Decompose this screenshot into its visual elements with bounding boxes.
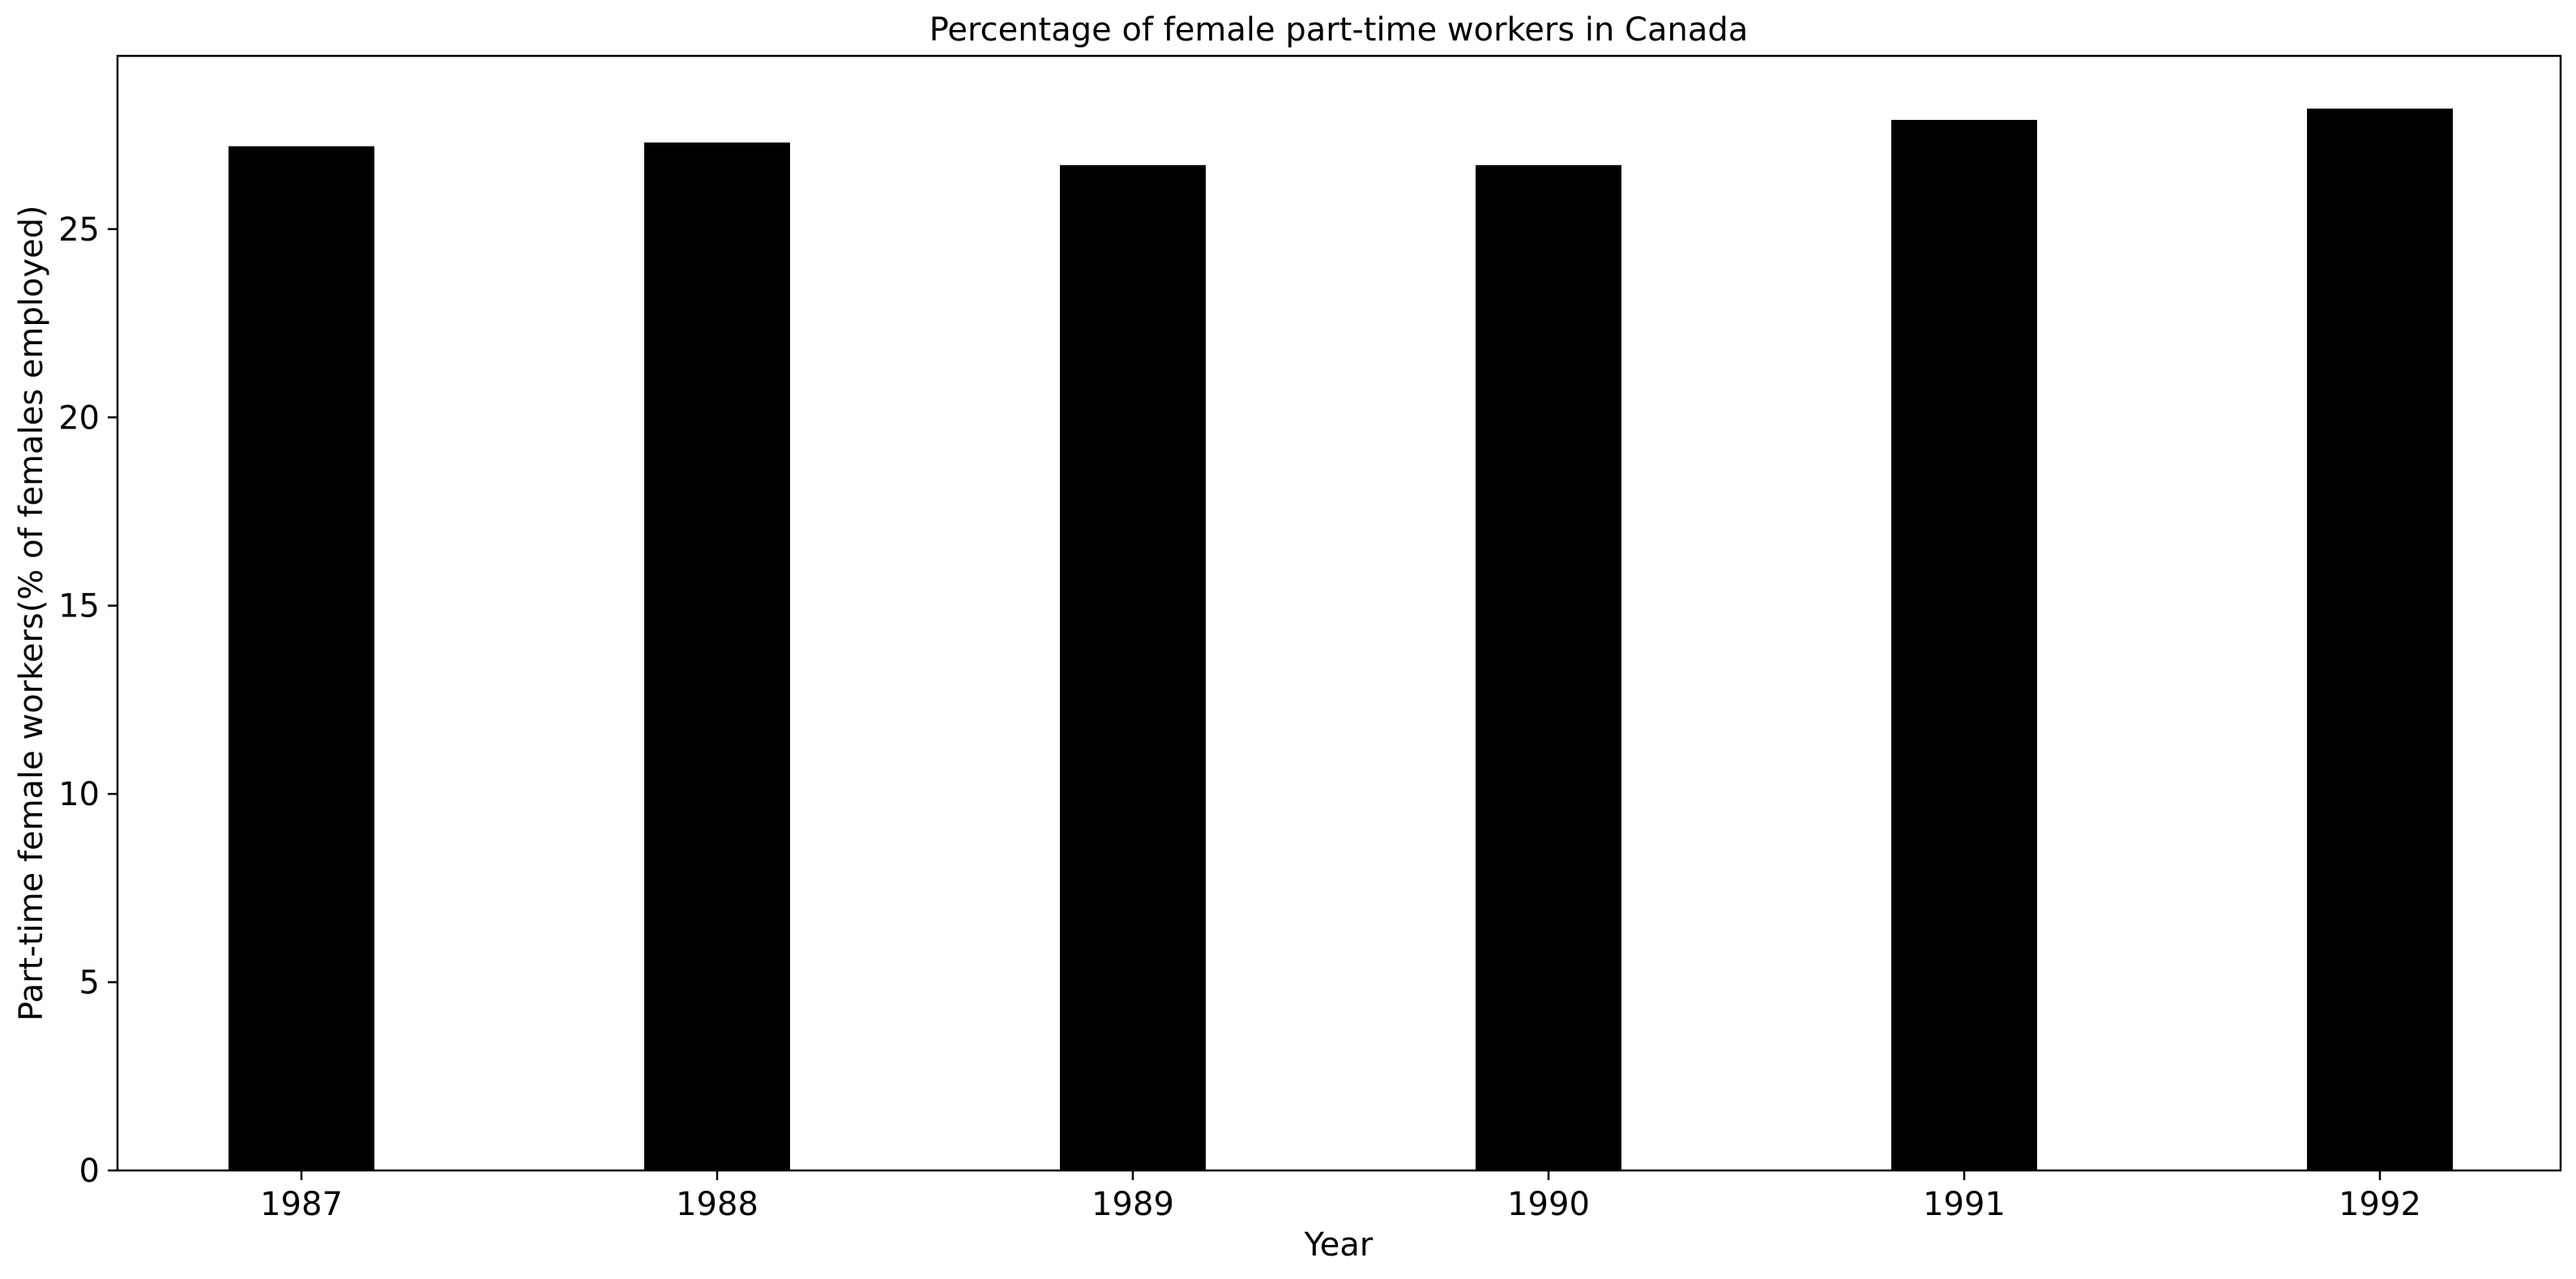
- y-tick-label-15: 15: [58, 588, 100, 625]
- plot-frame: [116, 54, 2562, 1172]
- y-tick-label-0: 0: [79, 1153, 100, 1190]
- bar-1989: [1060, 164, 1206, 1171]
- x-tick-label-1991: 1991: [1923, 1186, 2006, 1223]
- x-tick-label-1988: 1988: [676, 1186, 758, 1223]
- bar-1988: [644, 142, 790, 1170]
- x-axis-label: Year: [1304, 1226, 1373, 1264]
- bar-1987: [229, 146, 374, 1170]
- bar-1992: [2307, 109, 2453, 1171]
- x-tick-label-1987: 1987: [260, 1186, 343, 1223]
- bar-1990: [1476, 164, 1621, 1171]
- x-tick-label-1990: 1990: [1507, 1186, 1590, 1223]
- y-tick-label-25: 25: [58, 211, 100, 249]
- y-tick-label-5: 5: [79, 965, 100, 1002]
- chart-title: Percentage of female part-time workers i…: [929, 11, 1749, 49]
- y-axis-label: Part-time female workers(% of females em…: [13, 205, 50, 1021]
- x-tick-label-1992: 1992: [2339, 1186, 2421, 1223]
- y-axis: 0 5 10 15 20 25: [58, 211, 117, 1190]
- x-axis: 1987 1988 1989 1990 1991 1992: [260, 1170, 2421, 1223]
- y-tick-label-20: 20: [58, 399, 100, 437]
- bars: [229, 109, 2453, 1171]
- bar-1991: [1891, 120, 2037, 1171]
- y-tick-label-10: 10: [58, 776, 100, 813]
- x-tick-label-1989: 1989: [1091, 1186, 1174, 1223]
